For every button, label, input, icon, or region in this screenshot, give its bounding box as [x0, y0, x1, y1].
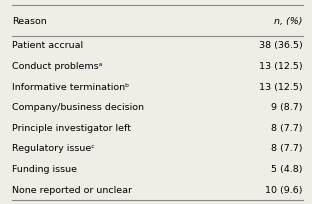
Text: 8 (7.7): 8 (7.7) [271, 124, 303, 133]
Text: n, (%): n, (%) [274, 17, 303, 26]
Text: 8 (7.7): 8 (7.7) [271, 144, 303, 153]
Text: 13 (12.5): 13 (12.5) [259, 83, 303, 92]
Text: Principle investigator left: Principle investigator left [12, 124, 131, 133]
Text: 10 (9.6): 10 (9.6) [265, 186, 303, 195]
Text: Informative terminationᵇ: Informative terminationᵇ [12, 83, 129, 92]
Text: Reason: Reason [12, 17, 47, 26]
Text: Regulatory issueᶜ: Regulatory issueᶜ [12, 144, 95, 153]
Text: 13 (12.5): 13 (12.5) [259, 62, 303, 71]
Text: Company/business decision: Company/business decision [12, 103, 144, 112]
Text: Funding issue: Funding issue [12, 165, 77, 174]
Text: 5 (4.8): 5 (4.8) [271, 165, 303, 174]
Text: Conduct problemsᵃ: Conduct problemsᵃ [12, 62, 103, 71]
Text: None reported or unclear: None reported or unclear [12, 186, 133, 195]
Text: 38 (36.5): 38 (36.5) [259, 41, 303, 50]
Text: Patient accrual: Patient accrual [12, 41, 84, 50]
Text: 9 (8.7): 9 (8.7) [271, 103, 303, 112]
